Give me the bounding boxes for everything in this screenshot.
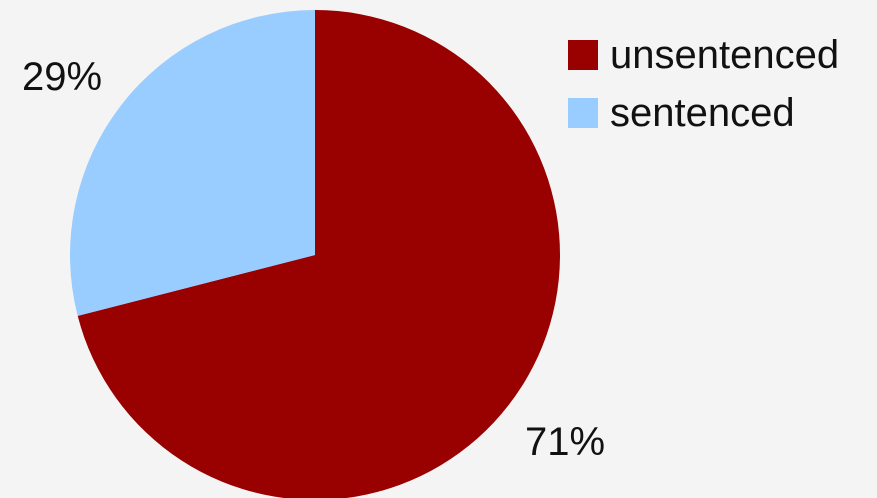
legend-label-sentenced: sentenced [610,91,795,135]
pie-slice-unsentenced [77,10,560,498]
legend-label-unsentenced: unsentenced [610,33,840,77]
legend-swatch-sentenced [568,98,598,128]
legend: unsentenced sentenced [568,26,839,142]
legend-swatch-unsentenced [568,40,598,70]
legend-item-sentenced: sentenced [568,84,839,142]
data-label-sentenced: 29% [22,55,102,99]
pie-slices [70,10,560,498]
legend-item-unsentenced: unsentenced [568,26,839,84]
data-label-unsentenced: 71% [525,420,605,464]
pie-data-labels: 71% 29% [22,55,605,464]
pie-slice-sentenced [70,10,315,316]
